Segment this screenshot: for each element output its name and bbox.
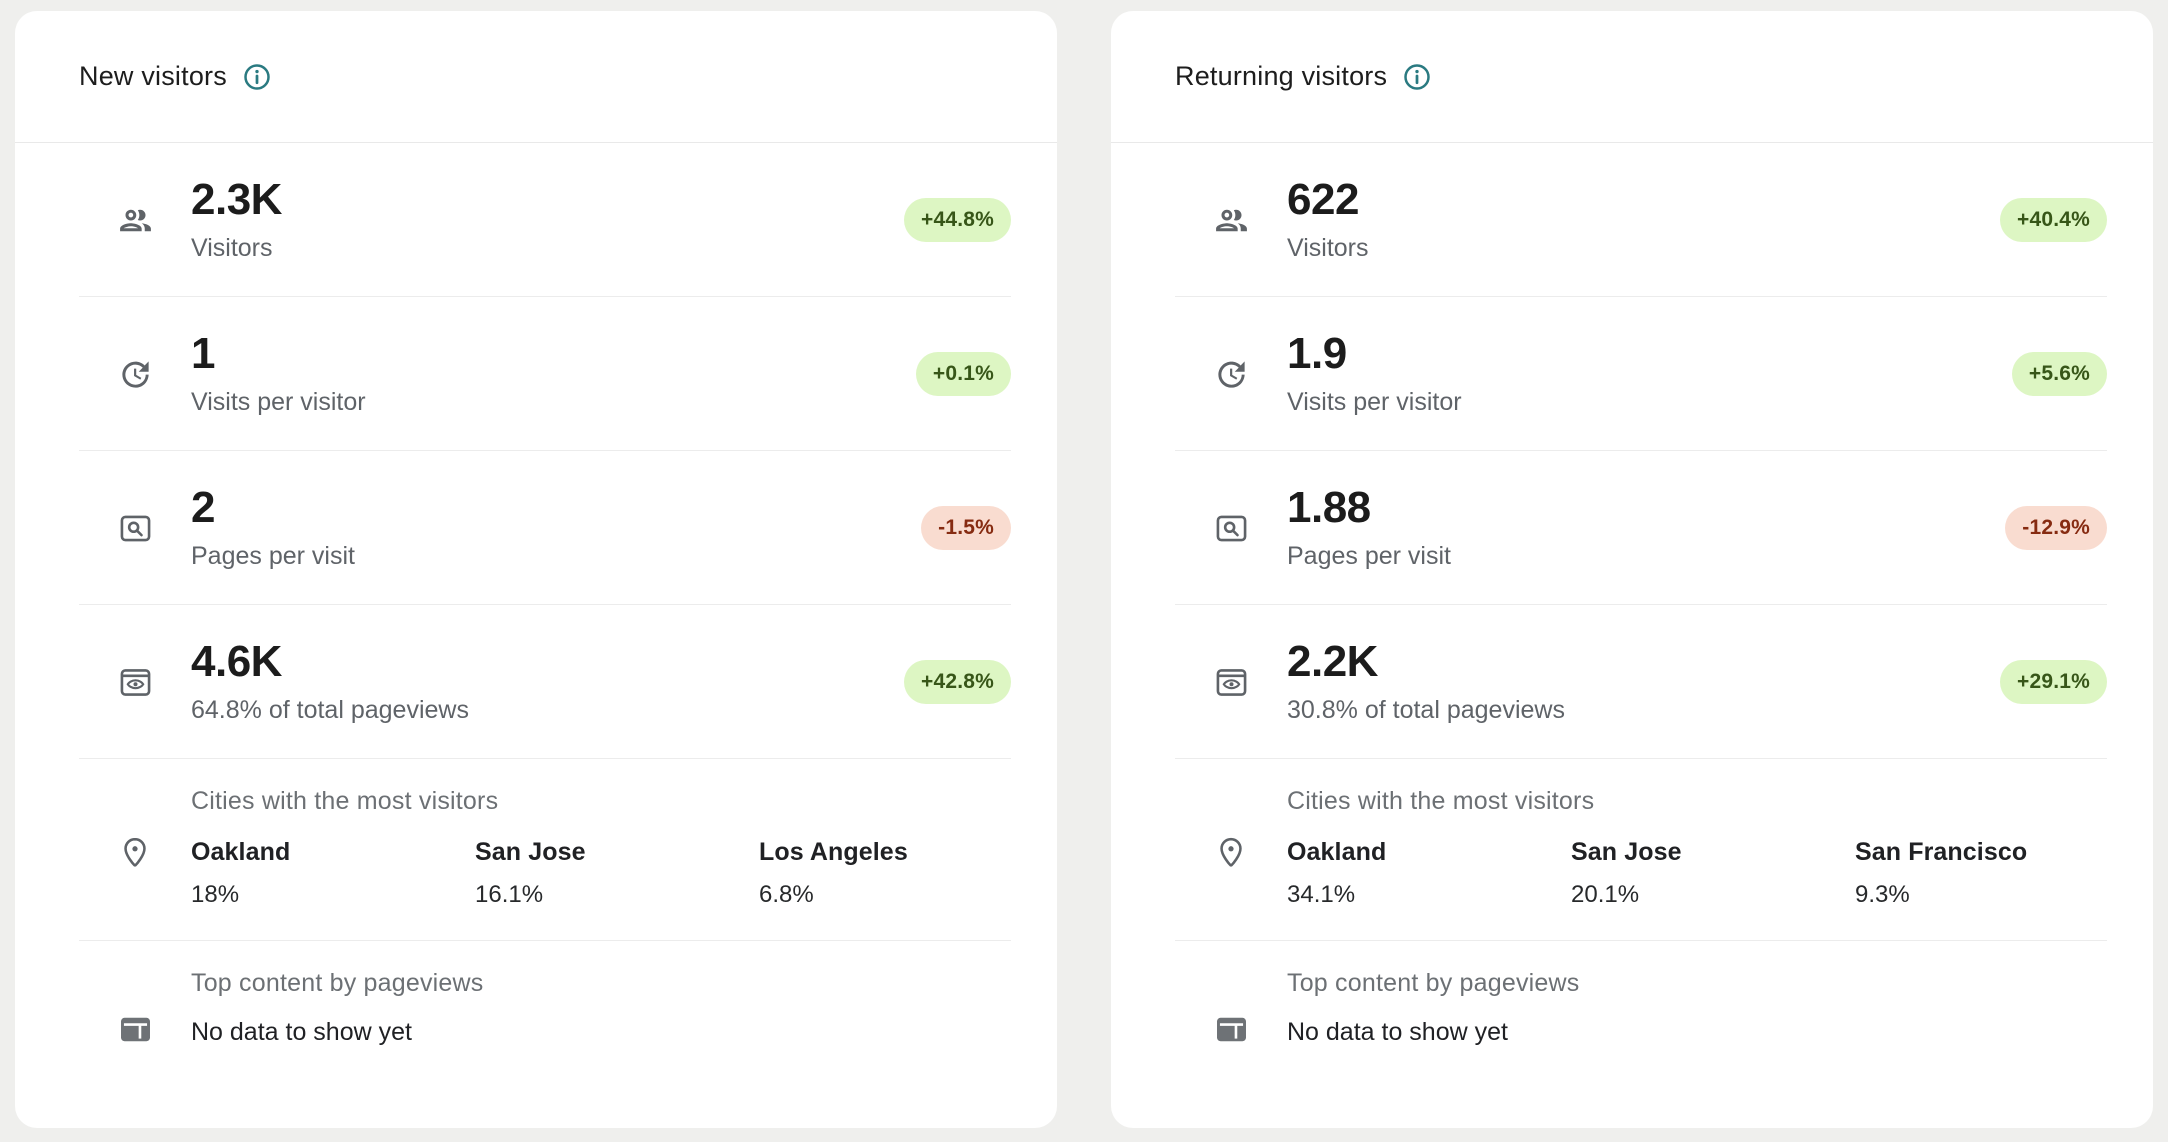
- card-header: Returning visitors: [1111, 11, 2153, 143]
- city-value: 16.1%: [475, 881, 544, 908]
- metric-row-visitors: 622 Visitors +40.4%: [1111, 143, 2153, 297]
- cities-section: Cities with the most visitors Oakland 18…: [15, 759, 1057, 941]
- cities-section: Cities with the most visitors Oakland 34…: [1111, 759, 2153, 941]
- no-data-text: No data to show yet: [1287, 1018, 1508, 1046]
- metric-value: 2.3K: [191, 174, 282, 224]
- metric-value: 4.6K: [191, 636, 282, 686]
- metric-row-pageviews: 2.2K 30.8% of total pageviews +29.1%: [1111, 605, 2153, 759]
- metric-label: Pages per visit: [1287, 542, 1451, 571]
- change-badge: -1.5%: [921, 506, 1011, 550]
- metric-label: Visitors: [191, 234, 273, 263]
- card-title: Returning visitors: [1175, 61, 1388, 91]
- city-item: San Francisco 9.3%: [1855, 838, 2139, 909]
- city-value: 18%: [191, 881, 240, 908]
- city-grid: Oakland 34.1% San Jose 20.1% San Francis…: [1287, 838, 2107, 909]
- metric-row-pages-per-visit: 1.88 Pages per visit -12.9%: [1111, 451, 2153, 605]
- metric-value: 1: [191, 328, 215, 378]
- city-item: Los Angeles 6.8%: [759, 838, 1043, 909]
- city-name: San Francisco: [1855, 838, 2028, 866]
- info-button[interactable]: [1402, 62, 1432, 92]
- metric-label: Visits per visitor: [1287, 388, 1462, 417]
- metric-row-pages-per-visit: 2 Pages per visit -1.5%: [15, 451, 1057, 605]
- section-label: Cities with the most visitors: [1287, 787, 1595, 815]
- change-badge: +0.1%: [915, 352, 1011, 396]
- metric-value: 1.88: [1287, 482, 1371, 532]
- info-icon: [242, 62, 272, 92]
- metric-label: 30.8% of total pageviews: [1287, 696, 1565, 725]
- returning-visitors-card: Returning visitors 622 Visitors +40.4% 1…: [1111, 11, 2153, 1128]
- city-name: Oakland: [191, 838, 291, 866]
- metric-row-visits-per-visitor: 1.9 Visits per visitor +5.6%: [1111, 297, 2153, 451]
- pageview-search-icon: [1213, 510, 1250, 547]
- top-content-section: Top content by pageviews No data to show…: [15, 941, 1057, 1119]
- preview-eye-icon: [1213, 664, 1250, 701]
- city-item: San Jose 20.1%: [1571, 838, 1855, 909]
- city-value: 9.3%: [1855, 881, 1910, 908]
- card-title: New visitors: [79, 61, 227, 91]
- city-name: San Jose: [1571, 838, 1682, 866]
- metric-value: 2: [191, 482, 215, 532]
- city-item: Oakland 18%: [191, 838, 475, 909]
- city-name: Oakland: [1287, 838, 1387, 866]
- change-badge: +29.1%: [1999, 660, 2107, 704]
- change-badge: -12.9%: [2005, 506, 2107, 550]
- location-pin-icon: [1213, 835, 1249, 871]
- city-name: San Jose: [475, 838, 586, 866]
- change-badge: +5.6%: [2011, 352, 2107, 396]
- change-badge: +40.4%: [1999, 198, 2107, 242]
- metric-row-pageviews: 4.6K 64.8% of total pageviews +42.8%: [15, 605, 1057, 759]
- web-layout-icon: [117, 1011, 154, 1048]
- metric-row-visits-per-visitor: 1 Visits per visitor +0.1%: [15, 297, 1057, 451]
- metric-label: 64.8% of total pageviews: [191, 696, 469, 725]
- metric-value: 1.9: [1287, 328, 1347, 378]
- new-visitors-card: New visitors 2.3K Visitors +44.8% 1 Visi…: [15, 11, 1057, 1128]
- city-value: 34.1%: [1287, 881, 1356, 908]
- top-content-section: Top content by pageviews No data to show…: [1111, 941, 2153, 1119]
- pageview-search-icon: [117, 510, 154, 547]
- city-value: 20.1%: [1571, 881, 1640, 908]
- web-layout-icon: [1213, 1011, 1250, 1048]
- card-header: New visitors: [15, 11, 1057, 143]
- city-item: Oakland 34.1%: [1287, 838, 1571, 909]
- section-label: Cities with the most visitors: [191, 787, 499, 815]
- metric-value: 622: [1287, 174, 1359, 224]
- info-button[interactable]: [242, 62, 272, 92]
- people-icon: [117, 202, 154, 239]
- location-pin-icon: [117, 835, 153, 871]
- section-label: Top content by pageviews: [191, 969, 484, 997]
- city-grid: Oakland 18% San Jose 16.1% Los Angeles 6…: [191, 838, 1011, 909]
- metric-label: Pages per visit: [191, 542, 355, 571]
- update-clock-icon: [1214, 357, 1249, 392]
- metric-label: Visits per visitor: [191, 388, 366, 417]
- metric-row-visitors: 2.3K Visitors +44.8%: [15, 143, 1057, 297]
- metric-value: 2.2K: [1287, 636, 1378, 686]
- metric-label: Visitors: [1287, 234, 1369, 263]
- people-icon: [1213, 202, 1250, 239]
- no-data-text: No data to show yet: [191, 1018, 412, 1046]
- change-badge: +44.8%: [903, 198, 1011, 242]
- city-item: San Jose 16.1%: [475, 838, 759, 909]
- city-name: Los Angeles: [759, 838, 908, 866]
- section-label: Top content by pageviews: [1287, 969, 1580, 997]
- info-icon: [1402, 62, 1432, 92]
- change-badge: +42.8%: [903, 660, 1011, 704]
- update-clock-icon: [118, 357, 153, 392]
- preview-eye-icon: [117, 664, 154, 701]
- city-value: 6.8%: [759, 881, 814, 908]
